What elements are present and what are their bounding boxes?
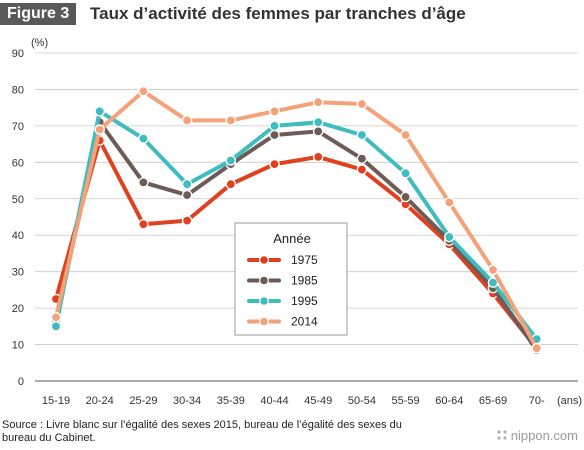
legend-title: Année [273, 231, 311, 246]
data-point [400, 129, 411, 141]
legend-label: 1985 [291, 274, 318, 288]
x-tick-label: 40-44 [260, 395, 288, 407]
data-point [50, 321, 62, 332]
x-tick-labels: 15-19 20-24 25-29 30-34 35-39 40-44 45-49 50-54… [42, 395, 545, 407]
x-axis-label: (ans) [557, 395, 582, 407]
series-2014 [50, 85, 543, 354]
data-point [138, 133, 149, 144]
x-tick-label: 65-69 [479, 395, 507, 407]
data-point [312, 126, 324, 137]
x-tick-label: 20-24 [86, 395, 114, 407]
y-tick-label: 60 [12, 157, 24, 169]
data-point [356, 129, 368, 141]
data-point [531, 342, 543, 354]
y-tick-label: 0 [18, 376, 24, 388]
data-point [356, 153, 368, 164]
data-point [487, 277, 499, 288]
data-point [356, 164, 368, 175]
source-note: Source : Livre blanc sur l’égalité des s… [2, 419, 402, 444]
x-tick-label: 15-19 [42, 395, 70, 407]
legend: Année 1975 1985 1995 2014 [234, 222, 348, 336]
line-chart: 0 10 20 30 40 50 60 70 80 90 15-19 20-24 25-29 30-34… [12, 37, 582, 407]
data-point [269, 158, 280, 170]
data-point [225, 178, 237, 190]
data-point [138, 177, 149, 188]
data-point [443, 231, 455, 243]
data-point [269, 129, 280, 141]
data-point [400, 167, 411, 179]
x-tick-label: 30-34 [173, 395, 201, 407]
legend-marker [259, 316, 270, 327]
y-tick-label: 70 [12, 121, 24, 133]
x-tick-label: 60-64 [435, 395, 463, 407]
data-point [443, 197, 455, 208]
data-point [94, 106, 105, 117]
data-point [356, 98, 368, 110]
data-point [181, 189, 193, 201]
data-point [312, 96, 324, 108]
legend-marker [259, 255, 270, 266]
legend-marker [259, 296, 270, 307]
figure-badge: Figure 3 [0, 3, 77, 25]
data-point [50, 311, 62, 323]
data-point [94, 124, 105, 135]
legend-label: 1975 [291, 253, 318, 267]
series-line [54, 120, 539, 352]
x-tick-label: 35-39 [217, 395, 245, 407]
brand-dots-icon [497, 430, 507, 440]
y-tick-label: 20 [12, 303, 24, 315]
x-tick-label: 50-54 [348, 395, 376, 407]
x-tick-label: 25-29 [129, 395, 157, 407]
series-lines [50, 85, 543, 356]
data-point [487, 264, 499, 276]
data-point [312, 116, 324, 128]
y-tick-label: 10 [12, 340, 24, 352]
data-point [181, 115, 193, 126]
chart-title: Taux d’activité des femmes par tranches … [90, 4, 466, 23]
x-tick-label: 70- [529, 395, 545, 407]
figure-header: Figure 3 Taux d’activité des femmes par … [0, 0, 584, 28]
y-tick-labels: 0 10 20 30 40 50 60 70 80 90 [12, 48, 24, 388]
data-point [269, 106, 280, 117]
y-tick-label: 30 [12, 267, 24, 279]
series-line [54, 89, 539, 351]
series-line [54, 109, 539, 342]
data-point [181, 178, 193, 190]
data-point [225, 155, 237, 166]
y-tick-label: 50 [12, 194, 24, 206]
gridlines [35, 52, 578, 382]
data-point [138, 85, 149, 97]
data-point [138, 218, 149, 230]
y-tick-label: 90 [12, 48, 24, 60]
data-point [269, 120, 280, 132]
x-tick-label: 55-59 [392, 395, 420, 407]
data-point [400, 191, 411, 203]
y-tick-label: 80 [12, 84, 24, 96]
brand-logo: nippon.com [496, 428, 578, 443]
series-1995 [50, 106, 543, 345]
data-point [225, 115, 237, 126]
y-tick-label: 40 [12, 230, 24, 242]
brand-name: nippon.com [510, 428, 578, 443]
legend-label: 1995 [291, 294, 318, 308]
series-line [54, 138, 539, 351]
y-axis-label: (%) [31, 37, 48, 49]
x-tick-label: 45-49 [304, 395, 332, 407]
data-point [312, 151, 324, 163]
legend-marker [259, 275, 270, 286]
legend-label: 2014 [291, 315, 318, 329]
data-point [181, 215, 193, 226]
